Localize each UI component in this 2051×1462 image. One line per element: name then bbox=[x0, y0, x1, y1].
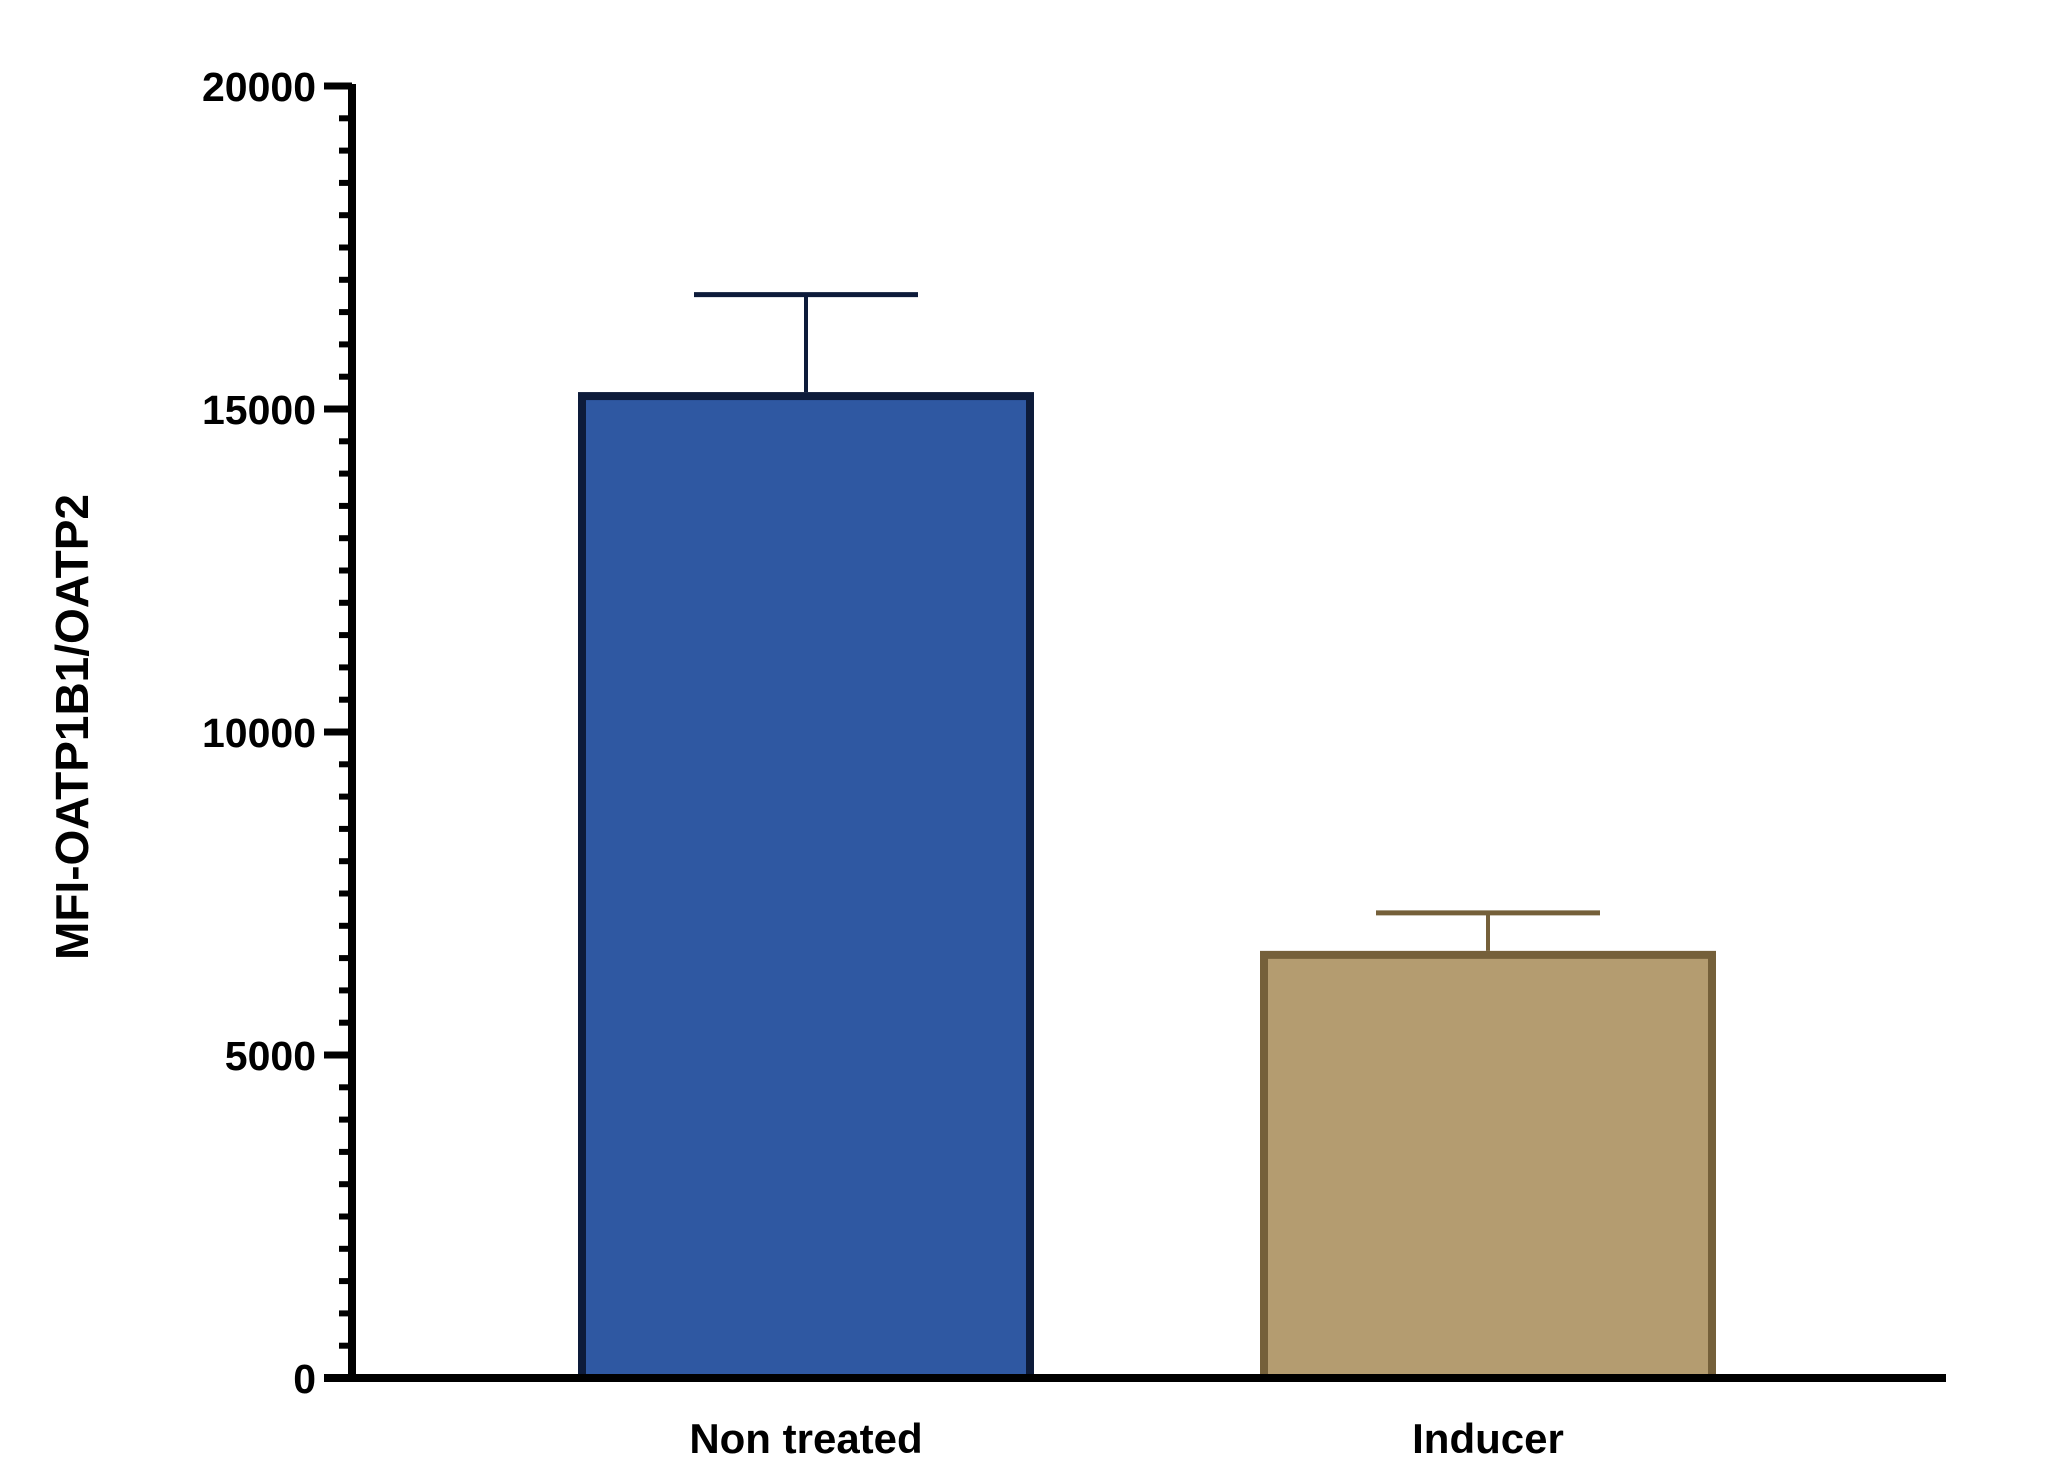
y-tick-labels: 0 5000 10000 15000 20000 bbox=[202, 64, 316, 1402]
y-axis-title: MFI-OATP1B1/OATP2 bbox=[46, 494, 98, 960]
y-tick-label: 0 bbox=[293, 1356, 316, 1402]
bar-inducer bbox=[1260, 950, 1716, 1382]
y-tick-label: 15000 bbox=[202, 387, 316, 433]
bars-layer bbox=[578, 392, 1716, 1382]
y-tick-label: 20000 bbox=[202, 64, 316, 110]
y-tick-label: 5000 bbox=[225, 1033, 316, 1079]
x-category-label: Inducer bbox=[1412, 1415, 1564, 1462]
x-category-label: Non treated bbox=[689, 1415, 922, 1462]
category-labels: Non treated Inducer bbox=[689, 1415, 1564, 1462]
y-tick-label: 10000 bbox=[202, 710, 316, 756]
error-bars-layer bbox=[694, 292, 1600, 951]
axes-layer bbox=[324, 82, 1946, 1382]
bar-non-treated bbox=[578, 392, 1034, 1382]
